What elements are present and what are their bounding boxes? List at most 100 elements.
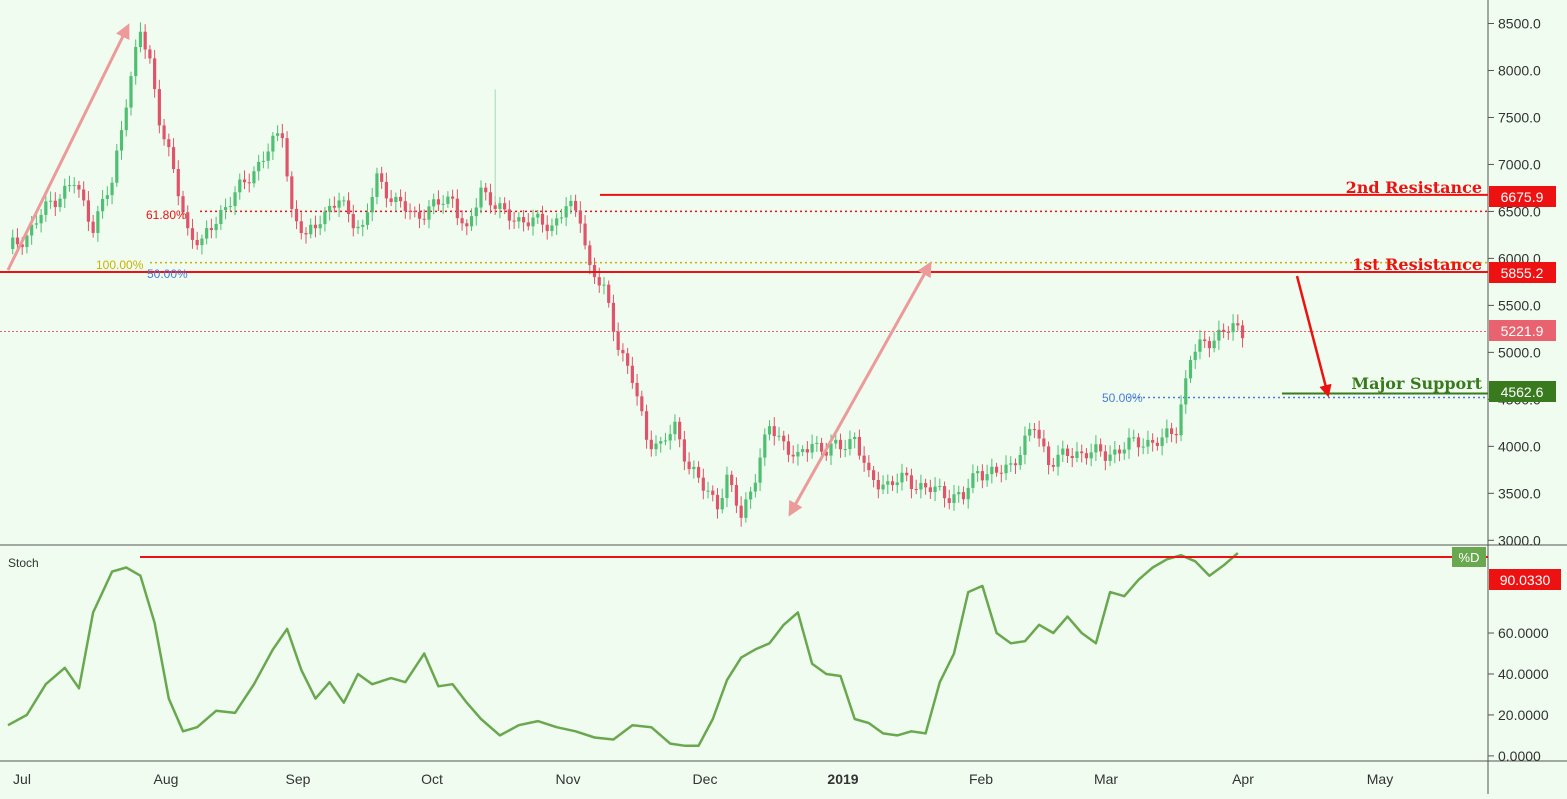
candle-body [924, 483, 928, 488]
candle-body [313, 224, 318, 229]
major-support-tag: 4562.6 [1501, 384, 1544, 400]
first-resistance-tag-bg [1489, 262, 1556, 283]
candle-body [1236, 323, 1240, 326]
candle-body [701, 477, 705, 491]
time-label: Aug [154, 771, 179, 787]
candle-body [48, 200, 53, 202]
candle-body [460, 218, 464, 224]
candle-body [602, 284, 606, 286]
candle-body [389, 198, 393, 203]
candle-body [531, 217, 535, 227]
candle-body [1160, 437, 1164, 446]
candle-body [696, 466, 701, 478]
candle-body [1032, 429, 1037, 431]
candle-body [1179, 404, 1183, 436]
candle-body [767, 426, 772, 435]
candle-body [1075, 451, 1079, 459]
candle-body [1203, 339, 1207, 342]
candle-body [11, 237, 15, 250]
time-label: Nov [556, 771, 581, 787]
candle-body [171, 147, 176, 170]
candle-body [791, 454, 795, 457]
candle-body [105, 195, 109, 199]
candle-body [394, 196, 398, 203]
stoch-value-tag: 90.0330 [1500, 572, 1551, 588]
fib-50-label-upper: 50.00% [147, 267, 188, 281]
candle-body [186, 212, 190, 229]
candle-body [616, 331, 620, 350]
candle-body [772, 426, 776, 437]
price-tick-label: 8000.0 [1498, 62, 1541, 78]
candle-body [86, 200, 91, 222]
candle-body [1174, 433, 1178, 436]
candle-body [1165, 428, 1169, 438]
candle-body [455, 198, 459, 219]
candle-body [744, 499, 748, 518]
candle-body [763, 434, 767, 458]
candle-body [1061, 448, 1065, 455]
stoch-tick-label: 40.0000 [1498, 666, 1549, 682]
candle-body [1070, 455, 1074, 459]
candle-body [626, 353, 630, 366]
stoch-series-name: %D [1459, 550, 1480, 565]
candle-body [242, 179, 247, 183]
candle-body [119, 130, 124, 151]
time-label: May [1367, 771, 1393, 787]
candle-body [200, 238, 204, 246]
candle-body [398, 196, 403, 202]
candle-body [39, 214, 43, 224]
candle-body [1023, 435, 1027, 455]
candle-body [219, 209, 223, 225]
candle-body [559, 217, 564, 219]
candle-body [1094, 444, 1098, 453]
candle-body [441, 203, 445, 205]
candle-body [971, 473, 975, 488]
candle-body [157, 89, 161, 126]
candle-body [588, 245, 592, 266]
candle-body [905, 472, 909, 476]
candle-body [332, 205, 336, 208]
uptrend-arrow [6, 23, 130, 271]
price-tick-label: 5500.0 [1498, 297, 1541, 313]
candle-body [214, 224, 218, 231]
levels-layer [0, 193, 1488, 395]
candle-body [328, 205, 332, 212]
candle-body [630, 365, 634, 383]
candle-body [1127, 437, 1131, 450]
candle-body [1188, 360, 1193, 379]
candle-body [162, 125, 166, 140]
candle-body [853, 436, 857, 440]
stoch-tick-label: 20.0000 [1498, 707, 1549, 723]
second-resistance-tag: 6675.9 [1501, 189, 1544, 205]
candle-body [611, 302, 616, 332]
candle-body [536, 213, 540, 218]
candle-body [574, 200, 578, 211]
major-support-tag-bg [1489, 381, 1556, 402]
candle-body [25, 235, 29, 248]
candle-body [663, 440, 668, 442]
annotation-arrows [6, 23, 1332, 517]
candle-body [715, 494, 720, 510]
candle-body [228, 206, 232, 208]
second-resistance-label: 2nd Resistance [1346, 178, 1482, 197]
time-axis-labels: Jul Aug Sep Oct Nov Dec 2019 Feb Mar Apr May [13, 771, 1393, 787]
candle-body [1080, 451, 1084, 454]
candle-body [1226, 331, 1230, 333]
stoch-value-tag-bg [1489, 569, 1561, 590]
candle-body [1037, 429, 1041, 439]
candle-body [1018, 454, 1022, 466]
candle-body [578, 210, 582, 224]
candle-body [649, 439, 653, 450]
candle-body [545, 224, 549, 232]
candle-body [446, 196, 450, 204]
last-price-tag: 5221.9 [1501, 323, 1544, 339]
candle-body [148, 49, 152, 59]
candle-body [252, 171, 256, 184]
candle-body [380, 173, 384, 182]
candle-body [1193, 351, 1197, 361]
candle-body [1089, 452, 1093, 459]
candle-body [351, 214, 355, 229]
stoch-d-line [7, 552, 1239, 747]
candle-body [484, 187, 488, 193]
